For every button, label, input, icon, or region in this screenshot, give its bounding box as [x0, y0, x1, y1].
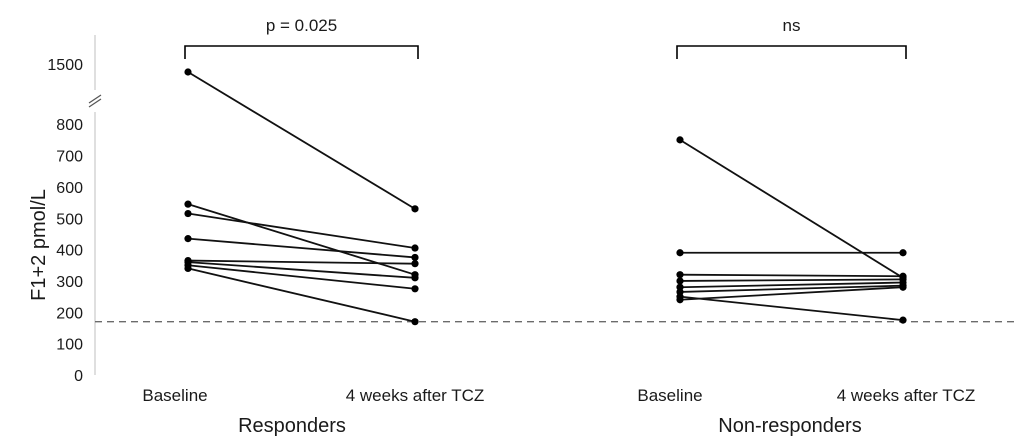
followup-point — [411, 253, 419, 262]
paired-line — [679, 295, 904, 322]
significance-label: ns — [783, 16, 801, 35]
x-category-label: Baseline — [142, 386, 207, 405]
paired-line — [187, 267, 416, 323]
y-tick-label: 800 — [56, 117, 83, 134]
paired-line — [679, 273, 904, 278]
followup-point — [411, 244, 419, 252]
y-tick-label-1500: 1500 — [47, 57, 83, 74]
y-tick-label: 400 — [56, 243, 83, 260]
followup-point — [411, 274, 419, 282]
group-non-responders: ns Baseline 4 weeks after TCZ Non-responder… — [637, 16, 975, 437]
x-category-label: 4 weeks after TCZ — [837, 386, 976, 405]
paired-line — [187, 237, 416, 259]
baseline-point — [676, 271, 684, 279]
baseline-point — [676, 296, 684, 304]
paired-line — [679, 139, 904, 279]
baseline-point — [676, 277, 684, 285]
followup-point — [899, 283, 907, 291]
baseline-point — [184, 235, 192, 243]
significance-label: p = 0.025 — [266, 16, 337, 35]
followup-point — [411, 260, 419, 268]
paired-line — [187, 212, 416, 249]
y-tick-label: 500 — [56, 211, 83, 228]
group-label: Responders — [238, 415, 346, 437]
group-responders: p = 0.025 Baseline 4 weeks after TCZRespon… — [142, 16, 484, 437]
paired-line — [187, 71, 416, 210]
paired-line — [187, 259, 416, 265]
y-tick-labels: 0 100 200 300 400 500 600 700 800 — [56, 117, 83, 385]
paired-line — [679, 286, 904, 301]
baseline-point — [676, 249, 684, 257]
y-tick-label: 100 — [56, 337, 83, 354]
group-label: Non-responders — [718, 415, 861, 437]
paired-line — [679, 284, 904, 293]
x-category-label: 4 weeks after TCZ — [346, 386, 485, 405]
baseline-point — [184, 200, 192, 208]
followup-point — [411, 285, 419, 293]
significance-bracket — [676, 45, 907, 59]
axis-break-mark — [88, 94, 102, 104]
paired-line — [187, 264, 416, 290]
followup-point — [411, 318, 419, 326]
y-tick-label: 700 — [56, 149, 83, 166]
axis-break-mark — [88, 98, 102, 108]
y-tick-label: 200 — [56, 305, 83, 322]
y-axis-break-marks — [88, 94, 102, 108]
paired-line — [679, 278, 904, 282]
baseline-point — [184, 264, 192, 273]
paired-line — [187, 261, 416, 279]
y-axis: 0 100 200 300 400 500 600 700 800 1500 F1+2 pmol… — [28, 35, 102, 385]
x-category-label: Baseline — [637, 386, 702, 405]
y-tick-label: 300 — [56, 274, 83, 291]
baseline-point — [184, 68, 192, 76]
followup-point — [899, 316, 907, 324]
significance-bracket — [184, 45, 419, 59]
baseline-point — [676, 136, 684, 144]
y-tick-label: 600 — [56, 180, 83, 197]
followup-point — [899, 249, 907, 257]
followup-point — [411, 205, 419, 213]
paired-line — [679, 281, 904, 289]
y-tick-label: 0 — [74, 368, 83, 385]
y-axis-label: F1+2 pmol/L — [28, 189, 50, 301]
baseline-point — [184, 209, 192, 218]
